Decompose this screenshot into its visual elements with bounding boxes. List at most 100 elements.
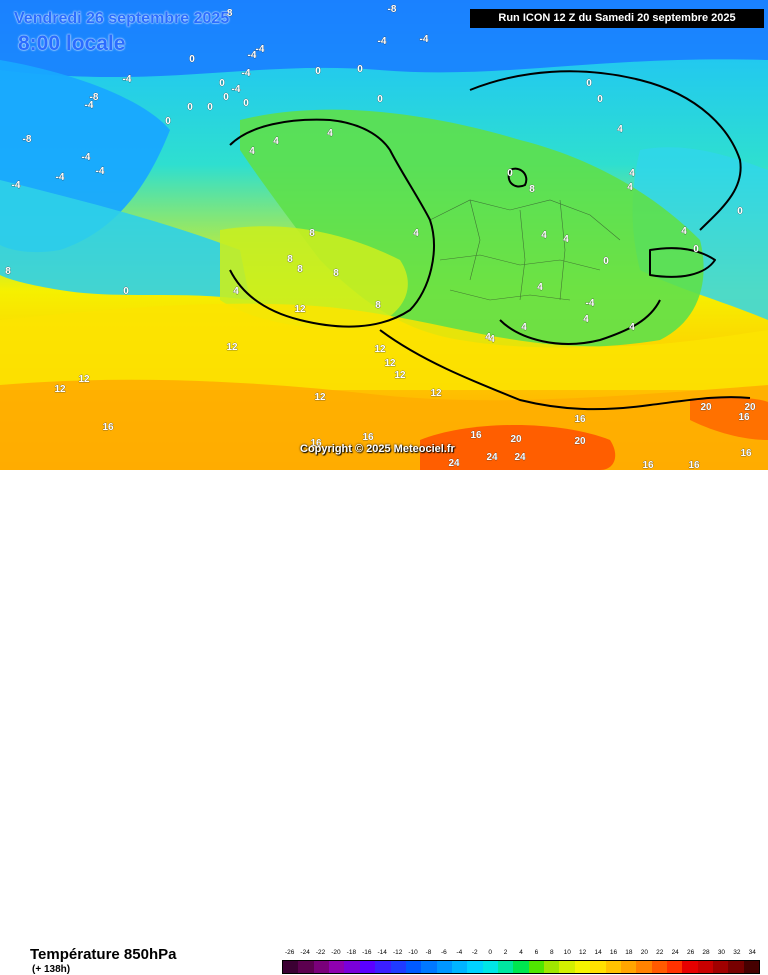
isotherm-value-label: 16 (102, 422, 114, 433)
isotherm-value-label: 24 (486, 452, 498, 463)
scale-label: 4 (519, 949, 523, 956)
isotherm-value-label: 8 (297, 264, 303, 275)
isotherm-value-label: 12 (294, 304, 306, 315)
isotherm-value-label: 0 (737, 206, 743, 217)
scale-swatch (682, 961, 697, 973)
isotherm-value-label: -4 (12, 180, 21, 191)
isotherm-value-label: 8 (287, 254, 293, 265)
isotherm-value-label: 12 (384, 358, 396, 369)
isotherm-value-label: -4 (82, 152, 91, 163)
isotherm-value-label: 16 (470, 430, 482, 441)
isotherm-value-label: 16 (688, 460, 700, 470)
scale-swatch (728, 961, 743, 973)
scale-label: -8 (426, 949, 432, 956)
scale-swatch (391, 961, 406, 973)
isotherm-value-label: 0 (507, 168, 513, 179)
scale-swatch (498, 961, 513, 973)
isotherm-value-label: 4 (627, 182, 633, 193)
isotherm-value-label: 0 (207, 102, 213, 113)
scale-swatch (636, 961, 651, 973)
forecast-offset: (+ 138h) (32, 964, 70, 975)
isotherm-value-label: 0 (123, 286, 129, 297)
copyright-notice: Copyright © 2025 Meteociel.fr (300, 443, 455, 455)
scale-label: -4 (456, 949, 462, 956)
isotherm-value-label: 4 (489, 334, 495, 345)
scale-swatch (421, 961, 436, 973)
isotherm-value-label: -4 (242, 68, 251, 79)
scale-swatch (698, 961, 713, 973)
scale-swatch (621, 961, 636, 973)
scale-label: 30 (718, 949, 725, 956)
scale-label: 18 (625, 949, 632, 956)
isotherm-value-label: 12 (374, 344, 386, 355)
isotherm-value-label: -4 (56, 172, 65, 183)
scale-swatch (667, 961, 682, 973)
isotherm-value-label: 0 (223, 92, 229, 103)
scale-label: 16 (610, 949, 617, 956)
scale-swatch (437, 961, 452, 973)
isotherm-value-label: 4 (629, 322, 635, 333)
isotherm-value-label: 0 (243, 98, 249, 109)
scale-label: -26 (285, 949, 294, 956)
isotherm-value-label: 4 (583, 314, 589, 325)
isotherm-value-label: 24 (448, 458, 460, 469)
scale-swatch (314, 961, 329, 973)
scale-swatch (529, 961, 544, 973)
forecast-time: 8:00 locale (18, 32, 125, 56)
scale-swatch (329, 961, 344, 973)
isotherm-value-label: -4 (232, 84, 241, 95)
legend-footer: Température 850hPa (+ 138h) -26-24-22-20… (0, 470, 768, 512)
scale-label: 14 (594, 949, 601, 956)
isotherm-value-label: 0 (357, 64, 363, 75)
isotherm-value-label: 4 (327, 128, 333, 139)
isotherm-value-label: 4 (617, 124, 623, 135)
scale-label: 28 (702, 949, 709, 956)
isotherm-value-label: 4 (273, 136, 279, 147)
isotherm-value-label: 12 (394, 370, 406, 381)
isotherm-value-label: -4 (586, 298, 595, 309)
isotherm-value-label: 12 (78, 374, 90, 385)
isotherm-value-label: -8 (388, 4, 397, 15)
isotherm-value-label: 4 (681, 226, 687, 237)
scale-label: 20 (641, 949, 648, 956)
scale-label: -16 (362, 949, 371, 956)
isotherm-value-label: 0 (597, 94, 603, 105)
scale-label: -24 (300, 949, 309, 956)
isotherm-value-label: -4 (378, 36, 387, 47)
isotherm-value-label: 12 (314, 392, 326, 403)
scale-swatch (744, 961, 759, 973)
scale-label: -6 (441, 949, 447, 956)
isotherm-value-label: 20 (510, 434, 522, 445)
isotherm-value-label: 16 (362, 432, 374, 443)
isotherm-value-label: 8 (375, 300, 381, 311)
scale-swatch (713, 961, 728, 973)
isotherm-value-label: 4 (521, 322, 527, 333)
scale-label: 12 (579, 949, 586, 956)
isotherm-value-label: 0 (219, 78, 225, 89)
scale-swatch (344, 961, 359, 973)
scale-swatch (483, 961, 498, 973)
isotherm-value-label: 12 (226, 342, 238, 353)
isotherm-value-label: 12 (430, 388, 442, 399)
isotherm-value-label: 16 (642, 460, 654, 470)
scale-label: 10 (564, 949, 571, 956)
isotherm-value-label: 8 (333, 268, 339, 279)
scale-label: -10 (408, 949, 417, 956)
scale-label: 0 (488, 949, 492, 956)
isotherm-value-label: 0 (187, 102, 193, 113)
scale-label: 8 (550, 949, 554, 956)
color-scale-bar (282, 960, 760, 974)
isotherm-value-label: 4 (541, 230, 547, 241)
isotherm-value-label: -4 (96, 166, 105, 177)
scale-swatch (452, 961, 467, 973)
scale-swatch (375, 961, 390, 973)
forecast-date: Vendredi 26 septembre 2025 (14, 10, 229, 28)
scale-swatch (283, 961, 298, 973)
scale-label: -18 (347, 949, 356, 956)
isotherm-value-label: 16 (738, 412, 750, 423)
scale-swatch (652, 961, 667, 973)
isotherm-value-label: 0 (377, 94, 383, 105)
